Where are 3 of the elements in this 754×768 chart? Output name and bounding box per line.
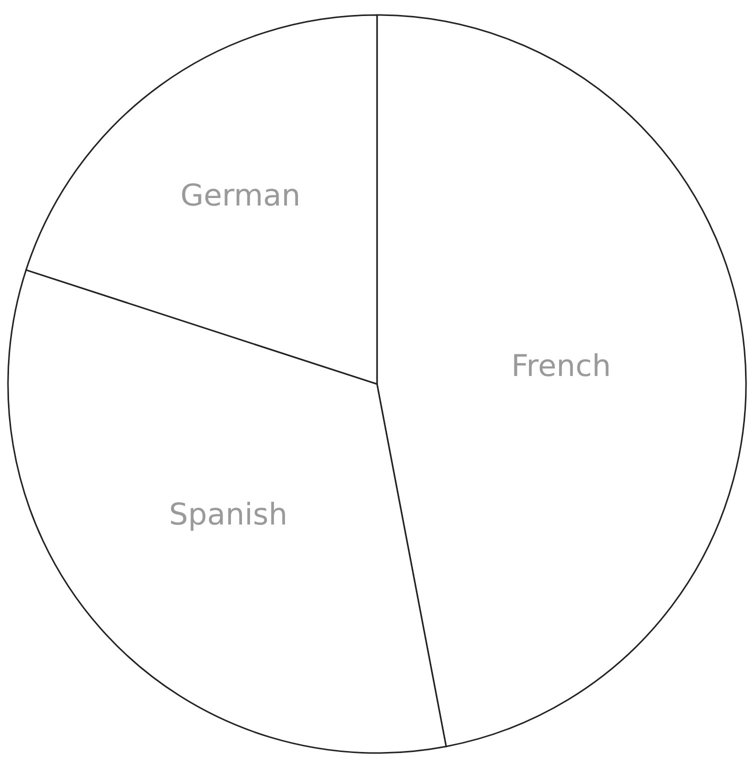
slice-label: French (511, 349, 611, 384)
slice-label: Spanish (169, 498, 288, 533)
slice-label: German (180, 178, 300, 214)
